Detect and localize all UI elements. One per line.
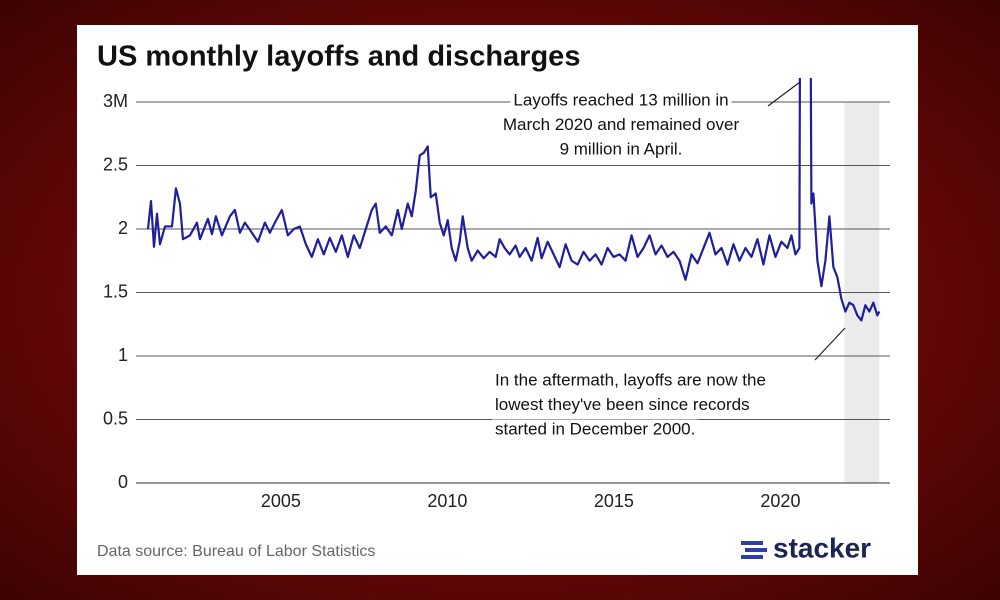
y-tick-label: 0.5 [103, 408, 128, 428]
leader-line [767, 81, 801, 107]
y-tick-label: 2.5 [103, 154, 128, 174]
annotation: In the aftermath, layoffs are now the [495, 370, 766, 389]
y-tick-label: 3M [103, 91, 128, 111]
x-tick-label: 2020 [760, 491, 800, 511]
annotation-bg [556, 139, 686, 159]
logo-icon [741, 541, 767, 559]
brand: stacker [773, 532, 871, 563]
annotation: lowest they've been since records [495, 395, 750, 414]
annotation: March 2020 and remained over [503, 115, 740, 134]
annotation: 9 million in April. [560, 139, 683, 158]
y-tick-label: 0 [118, 472, 128, 492]
annotation-bg [492, 370, 769, 390]
y-tick-label: 1 [118, 345, 128, 365]
annotation-bg [492, 419, 699, 439]
x-tick-label: 2010 [427, 491, 467, 511]
y-tick-label: 1.5 [103, 281, 128, 301]
annotation: started in December 2000. [495, 419, 695, 438]
data-line [146, 78, 881, 322]
annotation: Layoffs reached 13 million in [513, 90, 728, 109]
annotation-bg [499, 114, 743, 134]
x-tick-label: 2005 [261, 491, 301, 511]
leader-line [814, 327, 846, 361]
chart-title: US monthly layoffs and discharges [97, 41, 580, 73]
y-tick-label: 2 [118, 218, 128, 238]
source: Data source: Bureau of Labor Statistics [97, 543, 375, 560]
x-tick-label: 2015 [594, 491, 634, 511]
annotation-bg [510, 90, 732, 110]
annotation-bg [492, 394, 753, 414]
